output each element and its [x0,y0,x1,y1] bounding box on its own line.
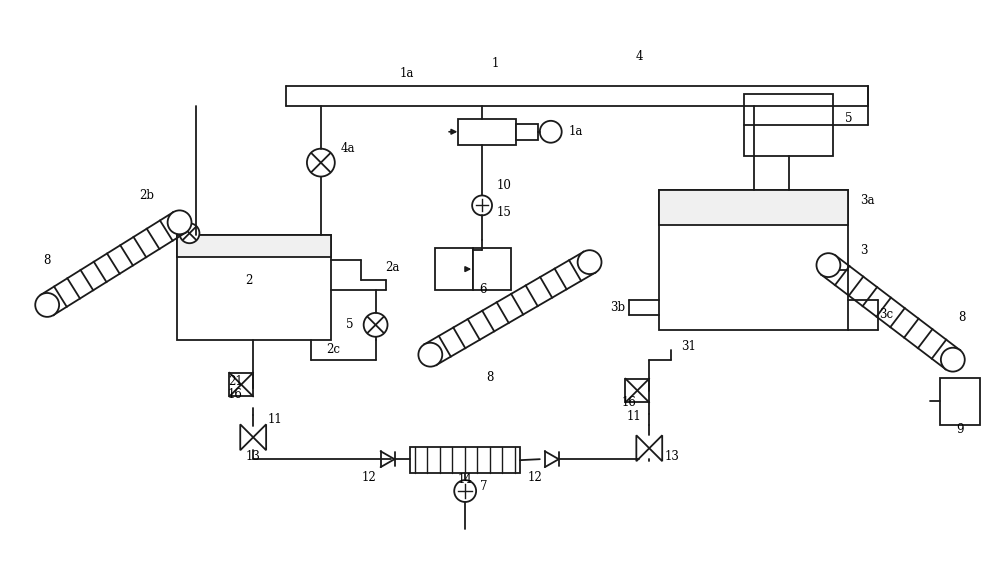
Bar [458,119,516,145]
Text: 5: 5 [346,318,353,331]
Circle shape [816,253,840,277]
Text: 6: 6 [479,284,487,296]
Bar [516,124,538,140]
Text: 14: 14 [458,472,473,486]
Circle shape [472,196,492,215]
Text: 1a: 1a [399,67,414,79]
Circle shape [307,149,335,177]
Bar [177,235,331,340]
Bar [177,235,331,257]
Text: 11: 11 [268,413,283,426]
Text: 3b: 3b [610,302,625,314]
Circle shape [540,121,562,142]
Text: 10: 10 [497,179,512,192]
Polygon shape [649,435,662,461]
Text: 3c: 3c [879,309,893,321]
Text: 5: 5 [845,112,853,125]
Polygon shape [636,435,649,461]
Circle shape [941,348,965,372]
Text: 2a: 2a [385,261,400,274]
Bar [625,379,649,402]
Bar [744,94,833,156]
Text: 1: 1 [491,57,499,69]
Polygon shape [253,424,266,450]
Bar [940,378,980,426]
Text: 31: 31 [681,340,696,353]
Text: 15: 15 [497,206,512,219]
Text: 8: 8 [486,371,494,384]
Text: 16: 16 [622,396,637,409]
Text: 9: 9 [956,423,964,436]
Circle shape [418,343,442,367]
Text: 4a: 4a [341,142,355,155]
Circle shape [578,250,602,274]
Polygon shape [240,424,253,450]
Text: 12: 12 [527,471,542,483]
Text: 13: 13 [246,450,261,463]
Bar [435,248,473,290]
Text: 2c: 2c [326,343,340,356]
Text: 3a: 3a [860,194,875,207]
Circle shape [180,223,199,243]
Text: 12: 12 [361,471,376,483]
Text: 2b: 2b [139,189,154,202]
Text: 11: 11 [627,410,642,423]
Circle shape [35,293,59,317]
Text: 4: 4 [636,50,643,63]
Bar [659,190,848,225]
Circle shape [454,480,476,502]
Bar [229,373,253,397]
Bar [473,248,511,290]
Text: 16: 16 [228,388,243,401]
Text: 3: 3 [860,244,868,256]
Text: 8: 8 [43,254,51,267]
Text: 2: 2 [245,273,252,287]
Circle shape [364,313,388,337]
Text: 1a: 1a [569,125,583,138]
Bar [659,190,848,330]
Text: 7: 7 [480,479,488,493]
Text: 21: 21 [228,375,243,388]
Text: 13: 13 [664,450,679,463]
Bar [410,447,520,473]
Circle shape [168,210,191,234]
Text: 8: 8 [958,312,965,324]
